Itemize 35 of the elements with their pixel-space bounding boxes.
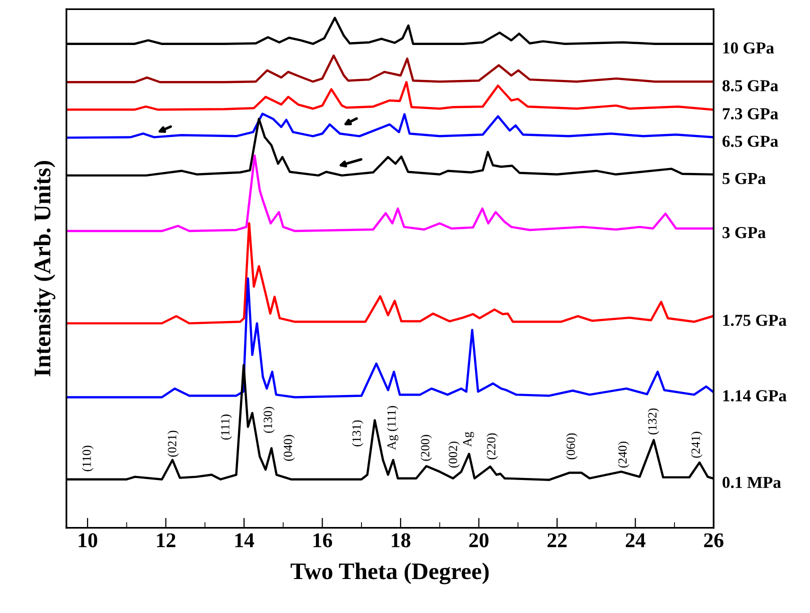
series-label: 7.3 GPa — [722, 108, 778, 120]
series-label: 8.5 GPa — [722, 80, 778, 92]
annotation: (131) — [352, 420, 364, 446]
x-tick-label: 26 — [704, 533, 724, 548]
x-axis-title: Two Theta (Degree) — [290, 562, 489, 584]
x-tick-label: 24 — [626, 533, 646, 548]
x-tick-label: 10 — [78, 533, 98, 548]
annotation: (241) — [691, 432, 702, 458]
series-label: 6.5 GPa — [722, 136, 778, 147]
x-tick-label: 18 — [392, 533, 410, 548]
annotation: (060) — [566, 433, 578, 460]
annotation: (040) — [283, 434, 295, 461]
x-tick-label: 22 — [548, 533, 567, 548]
annotation: (132) — [648, 408, 660, 434]
y-axis-title: Intensity (Arb. Units) — [34, 160, 56, 376]
series-label: 1.14 GPa — [723, 390, 786, 402]
annotation: (111) — [220, 414, 232, 440]
x-tick-label: 20 — [469, 533, 488, 548]
series-label: 0.1 MPa — [722, 476, 781, 488]
annotation: (130) — [263, 406, 275, 433]
series-label: 1.75 GPa — [723, 314, 786, 326]
series-label: 5 GPa — [722, 172, 766, 184]
annotation: (021) — [168, 430, 179, 457]
annotation: (240) — [618, 442, 630, 468]
annotation: (110) — [82, 446, 94, 472]
x-tick-label: 12 — [157, 533, 176, 548]
x-tick-label: 16 — [314, 533, 332, 548]
x-tick-label: 14 — [235, 533, 254, 548]
series-label: 3 GPa — [722, 226, 766, 238]
annotation: Ag — [463, 432, 474, 447]
annotation: (200) — [420, 434, 432, 461]
annotation: (220) — [486, 433, 498, 460]
annotation: Ag (111) — [386, 406, 398, 450]
series-label: 10 GPa — [723, 42, 774, 54]
annotation: (002) — [448, 442, 460, 468]
